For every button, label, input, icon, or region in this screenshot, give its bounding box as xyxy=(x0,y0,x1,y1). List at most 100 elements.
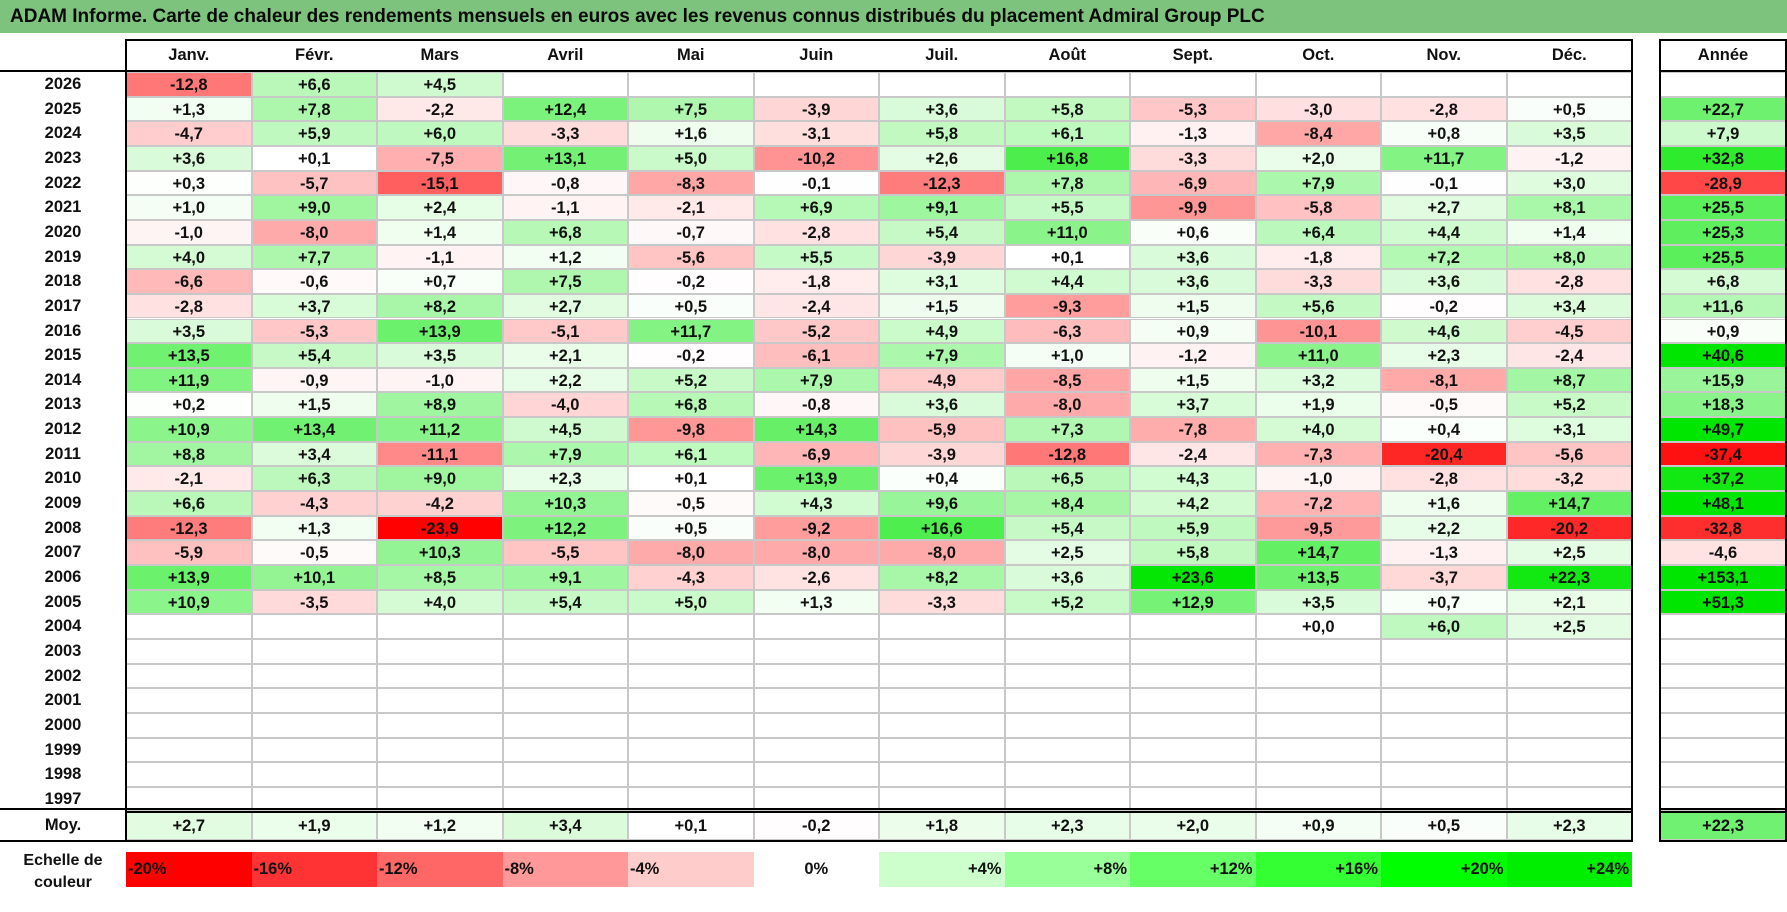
month-cell xyxy=(1506,72,1632,97)
month-cell: +0,9 xyxy=(1130,318,1256,344)
month-cell: -0,1 xyxy=(753,170,879,196)
annual-cell xyxy=(1660,614,1786,639)
month-cell: -10,2 xyxy=(753,145,879,171)
month-cell: -8,0 xyxy=(251,219,377,245)
month-cell: +6,0 xyxy=(377,121,503,146)
month-cell: +0,7 xyxy=(1381,589,1507,615)
year-label: 2006 xyxy=(44,568,82,586)
month-cell: -20,4 xyxy=(1381,441,1507,467)
annual-cell xyxy=(1660,712,1786,738)
month-cell xyxy=(628,72,754,97)
month-cell: -1,2 xyxy=(1506,145,1632,171)
month-cell xyxy=(1004,737,1130,763)
scale-swatch: -12% xyxy=(377,852,503,887)
month-cell: +1,4 xyxy=(377,219,503,245)
month-header: Mars xyxy=(420,46,460,64)
average-cell: +2,7 xyxy=(126,810,252,840)
average-label: Moy. xyxy=(44,816,82,834)
month-cell xyxy=(628,688,754,713)
month-cell: +2,1 xyxy=(502,343,628,368)
month-cell xyxy=(502,762,628,787)
month-header: Juin xyxy=(799,46,834,64)
month-cell: +6,3 xyxy=(251,466,377,492)
year-label: 2003 xyxy=(44,641,82,660)
month-cell: +5,2 xyxy=(1004,589,1130,615)
month-header: Sept. xyxy=(1172,46,1213,64)
year-label: 2018 xyxy=(44,272,82,291)
month-cell: +8,9 xyxy=(377,392,503,418)
month-cell xyxy=(1130,72,1256,97)
month-cell: -5,8 xyxy=(1255,195,1381,220)
annual-cell: -32,8 xyxy=(1660,515,1786,541)
month-cell xyxy=(502,688,628,713)
month-cell: +12,2 xyxy=(502,515,628,541)
month-cell: +10,3 xyxy=(377,540,503,565)
month-cell: +5,2 xyxy=(1506,392,1632,418)
month-cell: +8,8 xyxy=(126,441,252,467)
month-cell: -0,8 xyxy=(502,170,628,196)
month-cell: -7,8 xyxy=(1130,417,1256,442)
year-label: 2002 xyxy=(44,666,82,685)
month-cell: +6,8 xyxy=(502,219,628,245)
month-cell: +0,2 xyxy=(126,392,252,418)
month-cell: +3,7 xyxy=(251,293,377,319)
month-cell xyxy=(628,663,754,689)
month-cell: +6,5 xyxy=(1004,466,1130,492)
month-cell: -0,2 xyxy=(628,269,754,294)
month-cell: +6,4 xyxy=(1255,219,1381,245)
month-cell: -2,8 xyxy=(1381,96,1507,122)
month-cell xyxy=(377,737,503,763)
annual-cell: +18,3 xyxy=(1660,392,1786,418)
month-cell: +2,3 xyxy=(502,466,628,492)
month-cell xyxy=(1004,72,1130,97)
month-cell: +4,9 xyxy=(879,318,1005,344)
month-cell xyxy=(377,663,503,689)
month-cell: +7,9 xyxy=(879,343,1005,368)
month-cell: +2,2 xyxy=(1381,515,1507,541)
annual-cell: +7,9 xyxy=(1660,121,1786,146)
month-cell: -9,9 xyxy=(1130,195,1256,220)
month-cell: +6,0 xyxy=(1381,614,1507,639)
month-cell: -4,5 xyxy=(1506,318,1632,344)
month-cell: -2,4 xyxy=(1506,343,1632,368)
month-cell: -0,2 xyxy=(1381,293,1507,319)
month-cell: +5,0 xyxy=(628,589,754,615)
month-cell: +6,1 xyxy=(1004,121,1130,146)
month-cell xyxy=(753,638,879,664)
month-cell: -2,4 xyxy=(753,293,879,319)
month-cell: -1,3 xyxy=(1130,121,1256,146)
month-cell xyxy=(502,72,628,97)
month-cell: +5,4 xyxy=(1004,515,1130,541)
month-cell: -4,2 xyxy=(377,491,503,516)
average-cell: +1,2 xyxy=(377,810,503,840)
month-cell xyxy=(879,638,1005,664)
report-title: ADAM Informe. Carte de chaleur des rende… xyxy=(0,0,1787,33)
month-cell: +7,9 xyxy=(502,441,628,467)
month-cell: -20,2 xyxy=(1506,515,1632,541)
year-header-underline xyxy=(1660,70,1786,72)
month-cell xyxy=(879,762,1005,787)
month-cell xyxy=(628,786,754,812)
month-cell: -12,3 xyxy=(879,170,1005,196)
month-cell: +11,7 xyxy=(628,318,754,344)
month-cell xyxy=(1004,712,1130,738)
month-cell xyxy=(502,737,628,763)
scale-swatch: +4% xyxy=(879,852,1005,887)
month-cell xyxy=(1506,638,1632,664)
month-cell: -7,2 xyxy=(1255,491,1381,516)
month-cell xyxy=(753,712,879,738)
annual-cell xyxy=(1660,737,1786,763)
month-cell: -1,1 xyxy=(502,195,628,220)
annual-cell: +48,1 xyxy=(1660,491,1786,516)
month-cell xyxy=(251,712,377,738)
month-cell: -0,5 xyxy=(251,540,377,565)
month-cell: +0,5 xyxy=(628,293,754,319)
month-cell: +0,8 xyxy=(1381,121,1507,146)
month-cell: -4,0 xyxy=(502,392,628,418)
month-cell: -0,7 xyxy=(628,219,754,245)
month-cell: +13,9 xyxy=(126,565,252,590)
month-cell xyxy=(1255,786,1381,812)
month-cell: -8,1 xyxy=(1381,367,1507,393)
month-cell: +1,3 xyxy=(251,515,377,541)
month-header: Mai xyxy=(676,46,705,64)
